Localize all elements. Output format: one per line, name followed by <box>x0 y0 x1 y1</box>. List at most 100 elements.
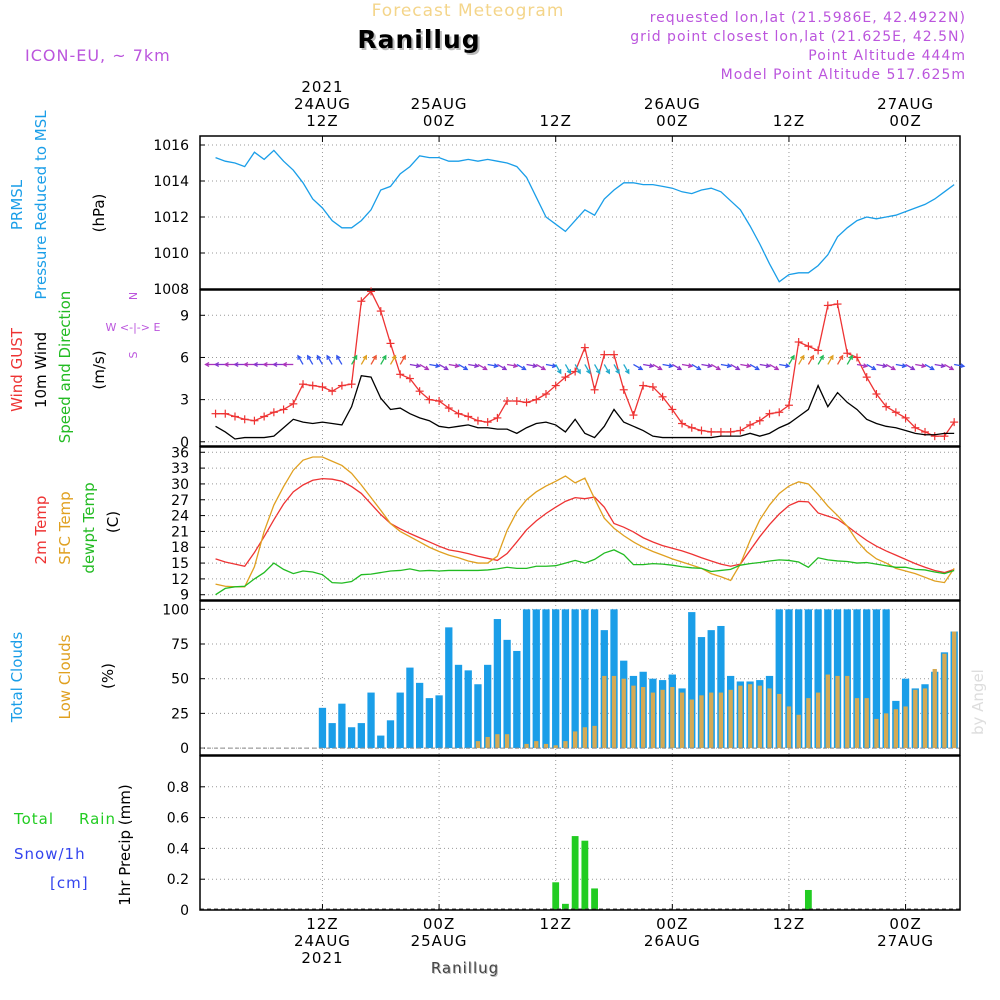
product-title: Forecast Meteogram <box>372 1 565 21</box>
bottom-time-label: 2021 <box>301 949 343 967</box>
bar-total-clouds <box>561 609 570 749</box>
gust-marker <box>901 413 910 422</box>
wind-arrow <box>924 363 935 371</box>
wind-arrow-shaft <box>487 363 498 367</box>
wind-arrow-head <box>848 354 853 360</box>
bottom-time-label: 12Z <box>540 915 572 933</box>
wind-arrow-head <box>521 365 527 371</box>
wind-unit: (m/s) <box>90 350 108 389</box>
precip-label-rain: Rain <box>79 810 116 828</box>
wind-arrow <box>905 363 916 371</box>
gust-marker <box>736 426 745 435</box>
temp-label-2m: 2m Temp <box>32 496 50 565</box>
gust-marker <box>610 350 619 359</box>
wind-arrow <box>448 363 460 369</box>
ytick-label: 1010 <box>153 246 189 262</box>
bar-low-clouds <box>631 685 636 749</box>
bar-low-clouds <box>777 693 782 749</box>
wind-arrow-shaft <box>297 355 304 365</box>
gust-marker <box>221 409 230 418</box>
gust-marker <box>843 349 852 358</box>
model-altitude: Model Point Altitude 517.625m <box>721 67 966 83</box>
model-name: ICON-EU, ~ 7km <box>25 46 171 65</box>
gust-marker <box>289 399 298 408</box>
wind-arrow-shaft <box>351 355 358 365</box>
bar-low-clouds <box>738 685 743 749</box>
ytick-label: 0.6 <box>167 811 189 827</box>
precip-axis-label: 1hr Precip (mm) <box>116 784 134 905</box>
bottom-time-label: 27AUG <box>877 932 934 950</box>
bar-total-clouds <box>795 609 803 749</box>
gust-marker <box>405 374 414 383</box>
ytick-label: 1012 <box>153 210 189 226</box>
wind-arrow-shaft <box>584 364 591 374</box>
wind-arrow <box>846 354 853 365</box>
wind-arrow-shaft <box>477 363 487 371</box>
bar-total-clouds <box>853 609 861 749</box>
bar-low-clouds <box>835 675 840 749</box>
wind-arrow-head <box>715 365 722 371</box>
bar-total-clouds <box>445 627 453 749</box>
wind-arrow-shaft <box>895 363 906 367</box>
gust-marker <box>872 390 881 398</box>
wind-arrow <box>233 361 245 367</box>
bar-total-clouds <box>318 707 327 749</box>
bar-low-clouds <box>854 698 860 749</box>
top-time-label: 12Z <box>540 112 572 130</box>
series-temperature-SFC Temp <box>215 456 955 588</box>
wind-arrow-shaft <box>954 363 965 367</box>
ytick-label: 0 <box>180 741 189 757</box>
bar-total-clouds <box>581 609 589 749</box>
gust-marker <box>483 418 492 427</box>
wind-arrow-shaft <box>643 363 654 367</box>
bar-total-clouds <box>814 609 822 749</box>
bar-total-clouds <box>435 695 443 749</box>
wind-arrow <box>272 361 284 367</box>
pressure-label-1: PRMSL <box>8 179 26 230</box>
bar-low-clouds <box>767 688 772 749</box>
wind-arrow-head <box>676 365 683 371</box>
pressure-unit: (hPa) <box>90 194 108 233</box>
wind-arrow <box>827 354 834 365</box>
wind-arrow-head <box>532 363 538 369</box>
gust-marker <box>678 419 687 428</box>
wind-arrow-head <box>624 369 630 375</box>
bar-total-clouds <box>513 650 521 749</box>
wind-arrow-head <box>960 363 966 369</box>
wind-arrow-shaft <box>672 363 682 371</box>
wind-arrow <box>204 361 216 367</box>
gust-marker <box>503 397 512 406</box>
wind-arrow-shaft <box>399 355 406 365</box>
wind-arrow-head <box>372 354 377 360</box>
bottom-time-label: 00Z <box>423 915 455 933</box>
bar-total-clouds <box>785 609 793 749</box>
wind-arrow <box>526 363 538 369</box>
wind-arrow <box>672 363 683 371</box>
bar-total-clouds <box>367 692 375 749</box>
wind-arrow <box>399 354 406 365</box>
wind-arrow-shaft <box>429 363 440 367</box>
bar-rain <box>571 836 579 910</box>
gust-marker <box>318 382 327 391</box>
wind-arrow-shaft <box>623 364 630 374</box>
wind-arrow <box>885 363 896 371</box>
top-time-label: 12Z <box>773 112 805 130</box>
gust-marker <box>950 418 959 427</box>
wind-arrow <box>701 363 713 369</box>
wind-arrow <box>487 363 499 369</box>
wind-arrow-head <box>586 369 591 375</box>
wind-arrow <box>243 361 255 367</box>
bar-total-clouds <box>872 609 881 749</box>
gust-marker <box>823 301 832 310</box>
wind-arrow <box>252 361 265 367</box>
wind-arrow-shaft <box>924 363 934 371</box>
wind-arrow-head <box>540 365 547 371</box>
wind-label-dir: Speed and Direction <box>56 291 74 444</box>
bar-total-clouds <box>386 720 395 749</box>
bar-total-clouds <box>357 723 365 749</box>
bar-low-clouds <box>543 743 549 749</box>
compass-n: N <box>127 292 140 300</box>
panel-wind: 0 3 6 9 <box>180 287 961 451</box>
bottom-time-label: 26AUG <box>644 932 701 950</box>
